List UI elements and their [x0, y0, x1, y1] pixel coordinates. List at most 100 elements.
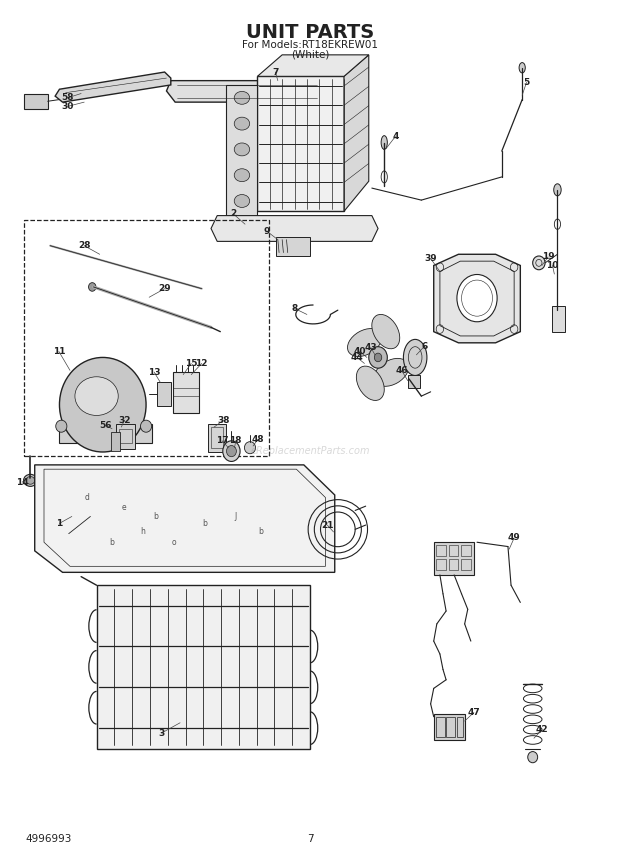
- Ellipse shape: [554, 183, 561, 195]
- Polygon shape: [211, 215, 378, 241]
- Text: 15: 15: [185, 359, 198, 368]
- Bar: [111, 432, 120, 451]
- Text: 48: 48: [252, 435, 264, 443]
- Ellipse shape: [374, 358, 409, 387]
- Text: 6: 6: [422, 342, 428, 350]
- Bar: [552, 306, 565, 331]
- Text: 47: 47: [467, 708, 481, 717]
- Bar: [257, 77, 344, 211]
- Bar: [157, 382, 171, 406]
- Text: 17: 17: [216, 437, 228, 445]
- Ellipse shape: [56, 420, 67, 432]
- Text: 28: 28: [78, 241, 91, 251]
- Bar: [436, 559, 446, 570]
- Polygon shape: [35, 465, 335, 573]
- Ellipse shape: [404, 339, 427, 375]
- Bar: [24, 94, 48, 109]
- Ellipse shape: [223, 441, 240, 461]
- Ellipse shape: [60, 357, 146, 452]
- Text: 4: 4: [392, 132, 399, 141]
- Text: b: b: [258, 528, 263, 536]
- Text: 18: 18: [229, 437, 242, 445]
- Bar: [226, 85, 257, 220]
- Bar: [446, 716, 455, 736]
- Bar: [456, 716, 463, 736]
- Text: o: o: [172, 538, 176, 547]
- Ellipse shape: [26, 476, 35, 484]
- Text: 4996993: 4996993: [25, 833, 72, 844]
- Text: 12: 12: [195, 359, 208, 368]
- Ellipse shape: [226, 445, 236, 456]
- Ellipse shape: [528, 752, 538, 763]
- Ellipse shape: [374, 353, 382, 362]
- Text: 11: 11: [53, 347, 65, 356]
- Text: e: e: [122, 504, 126, 512]
- Bar: [60, 424, 153, 443]
- Ellipse shape: [519, 63, 525, 73]
- Ellipse shape: [234, 195, 250, 208]
- Ellipse shape: [234, 117, 250, 130]
- Text: 5: 5: [523, 77, 529, 87]
- Text: 3: 3: [158, 728, 165, 738]
- Polygon shape: [257, 55, 369, 77]
- Bar: [436, 716, 445, 736]
- Text: 8: 8: [291, 304, 298, 313]
- Text: 32: 32: [118, 416, 131, 424]
- Text: 13: 13: [148, 368, 161, 376]
- Bar: [211, 427, 223, 448]
- Ellipse shape: [347, 329, 382, 356]
- Text: 58: 58: [61, 93, 74, 102]
- Polygon shape: [167, 81, 324, 102]
- Bar: [434, 542, 474, 575]
- Bar: [208, 424, 226, 452]
- Bar: [461, 559, 471, 570]
- Text: 7: 7: [272, 67, 278, 77]
- Ellipse shape: [234, 143, 250, 156]
- Ellipse shape: [372, 314, 400, 349]
- Bar: [448, 559, 458, 570]
- Text: (White): (White): [291, 50, 329, 60]
- Ellipse shape: [244, 442, 255, 454]
- Bar: [461, 545, 471, 556]
- Text: 10: 10: [546, 261, 559, 270]
- Text: 7: 7: [307, 833, 313, 844]
- Text: 19: 19: [542, 252, 554, 262]
- Text: 44: 44: [351, 353, 363, 362]
- Text: h: h: [141, 528, 146, 536]
- Polygon shape: [344, 55, 369, 211]
- Text: For Models:RT18EKREW01: For Models:RT18EKREW01: [242, 40, 378, 51]
- Text: 49: 49: [508, 534, 521, 542]
- Ellipse shape: [234, 91, 250, 104]
- Bar: [276, 237, 310, 256]
- Ellipse shape: [234, 169, 250, 182]
- Text: b: b: [153, 512, 157, 521]
- Text: 1: 1: [56, 519, 63, 528]
- Text: 2: 2: [230, 209, 236, 219]
- Bar: [448, 545, 458, 556]
- Polygon shape: [434, 254, 520, 343]
- Text: 40: 40: [353, 347, 366, 356]
- Bar: [436, 545, 446, 556]
- Bar: [434, 714, 464, 740]
- Ellipse shape: [381, 136, 388, 150]
- Bar: [117, 424, 135, 449]
- Ellipse shape: [356, 366, 384, 400]
- Text: eReplacementParts.com: eReplacementParts.com: [250, 446, 370, 456]
- Text: 56: 56: [100, 421, 112, 430]
- Text: b: b: [202, 519, 207, 528]
- Bar: [408, 375, 420, 387]
- Text: 46: 46: [395, 366, 408, 375]
- Text: 9: 9: [264, 226, 270, 236]
- Ellipse shape: [141, 420, 152, 432]
- Text: J: J: [234, 512, 237, 521]
- Text: d: d: [85, 493, 90, 502]
- Bar: [24, 220, 268, 456]
- Ellipse shape: [89, 282, 96, 291]
- Bar: [97, 585, 310, 748]
- Text: 39: 39: [424, 254, 437, 263]
- Ellipse shape: [533, 256, 545, 269]
- Ellipse shape: [457, 275, 497, 322]
- Text: UNIT PARTS: UNIT PARTS: [246, 23, 374, 42]
- Polygon shape: [55, 72, 171, 102]
- Text: 29: 29: [158, 284, 171, 293]
